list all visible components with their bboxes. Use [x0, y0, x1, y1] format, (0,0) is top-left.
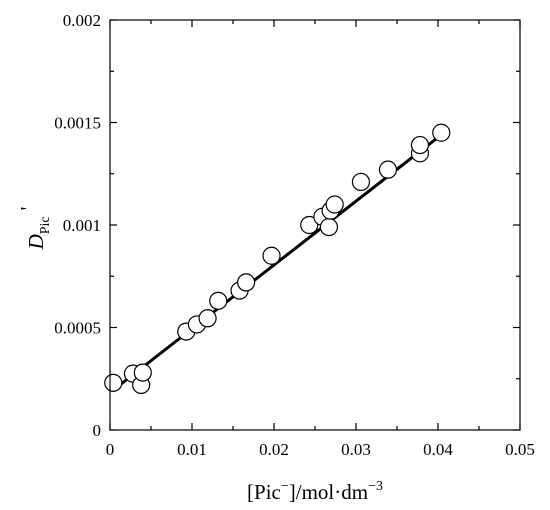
- x-tick-label: 0.04: [423, 440, 453, 459]
- data-point: [410, 135, 430, 155]
- x-axis-title-sup1: −: [281, 479, 289, 494]
- plot-frame: [109, 19, 521, 431]
- data-point: [262, 246, 281, 265]
- data-point: [351, 172, 371, 192]
- data-point: [319, 217, 339, 237]
- x-tick-label: 0.03: [341, 440, 371, 459]
- data-point: [104, 373, 123, 392]
- y-tick-label: 0: [93, 421, 102, 440]
- y-axis-title-main: D: [24, 234, 48, 250]
- y-tick-label: 0.002: [63, 11, 101, 30]
- data-point: [133, 363, 152, 382]
- data-point: [209, 291, 228, 310]
- data-point: [300, 215, 319, 235]
- x-axis-title-sup2: −3: [368, 479, 383, 494]
- y-axis-title: DPic ': [16, 207, 53, 251]
- x-tick-label: 0.02: [259, 440, 289, 459]
- data-point: [432, 123, 451, 142]
- y-tick-labels: 0 0.0005 0.001 0.0015 0.002: [54, 11, 101, 440]
- data-point: [378, 160, 398, 179]
- x-axis-title: [Pic−]/mol·dm−3: [247, 479, 383, 504]
- data-point: [237, 273, 256, 292]
- data-point: [325, 195, 344, 214]
- y-tick-label: 0.0015: [54, 114, 101, 133]
- y-tick-label: 0.0005: [54, 319, 101, 338]
- x-tick-label: 0.01: [177, 440, 207, 459]
- y-tick-label: 0.001: [63, 216, 101, 235]
- y-axis-title-prime: ': [16, 207, 40, 211]
- x-tick-labels: 0 0.01 0.02 0.03 0.04 0.05: [106, 440, 535, 459]
- data-points: [104, 123, 451, 394]
- x-axis-title-main: [Pic: [247, 480, 281, 504]
- x-axis-title-rest: ]/mol·dm: [289, 480, 368, 504]
- y-axis-title-sub: Pic: [38, 216, 53, 234]
- x-tick-label: 0: [106, 440, 115, 459]
- x-tick-label: 0.05: [505, 440, 535, 459]
- data-point: [198, 309, 217, 328]
